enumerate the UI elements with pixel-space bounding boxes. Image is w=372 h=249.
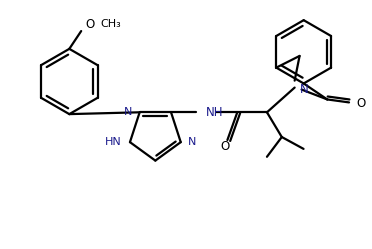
Text: N: N (299, 83, 308, 96)
Text: O: O (85, 18, 94, 31)
Text: CH₃: CH₃ (100, 19, 121, 29)
Text: O: O (221, 140, 230, 153)
Text: O: O (356, 97, 365, 110)
Text: N: N (124, 107, 133, 117)
Text: HN: HN (105, 137, 122, 147)
Text: NH: NH (206, 106, 223, 119)
Text: N: N (187, 137, 196, 147)
